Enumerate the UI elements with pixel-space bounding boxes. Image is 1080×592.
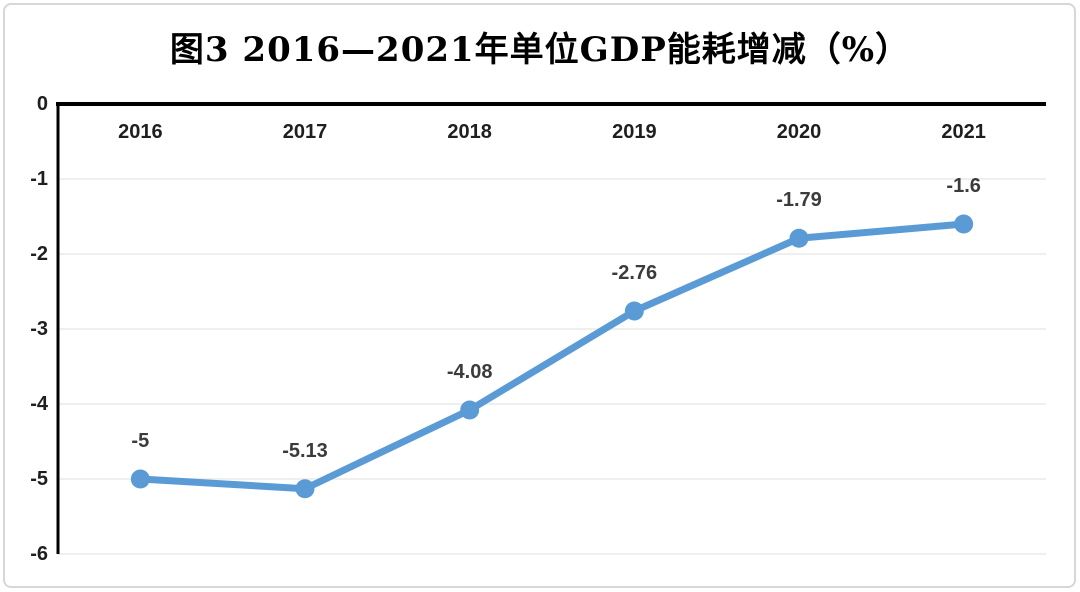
y-axis-tick-label: -4 xyxy=(30,393,48,415)
x-axis-tick-label: 2019 xyxy=(612,121,657,143)
y-axis-tick-label: -5 xyxy=(30,468,48,490)
chart-frame xyxy=(3,3,1076,588)
y-axis-tick-label: -3 xyxy=(30,318,48,340)
data-point-label: -1.6 xyxy=(946,175,981,197)
y-axis-tick-label: -2 xyxy=(30,243,48,265)
data-point-label: -2.76 xyxy=(611,262,658,284)
x-axis-tick-label: 2018 xyxy=(447,121,492,143)
data-point-label: -5.13 xyxy=(282,439,328,462)
data-point-label: -5 xyxy=(131,430,150,452)
data-point-label: -1.79 xyxy=(776,189,822,212)
y-axis-tick-label: -6 xyxy=(30,543,48,565)
chart-title: 图3 2016—2021年单位GDP能耗增减（%） xyxy=(169,30,911,70)
x-axis-tick-label: 2017 xyxy=(282,121,328,143)
x-axis-tick-label: 2021 xyxy=(941,121,986,143)
y-axis-tick-label: -1 xyxy=(30,168,48,190)
x-axis-tick-label: 2016 xyxy=(118,121,163,143)
data-point-label: -4.08 xyxy=(446,361,493,383)
y-axis-tick-label: 0 xyxy=(36,93,48,115)
x-axis-tick-label: 2020 xyxy=(776,121,822,143)
